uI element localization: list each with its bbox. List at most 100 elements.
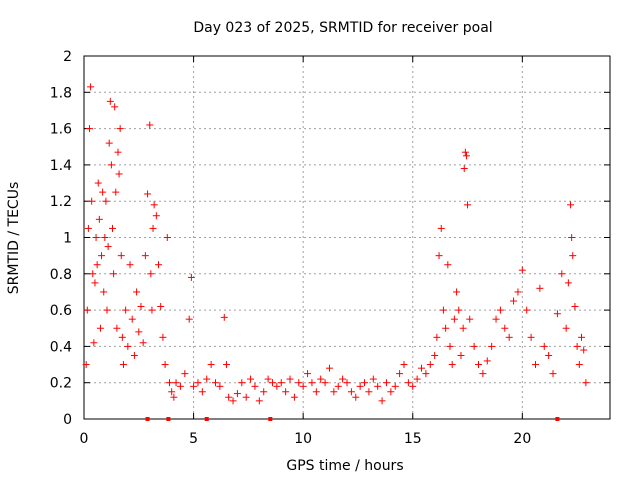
y-tick-label: 1.6 <box>50 122 72 138</box>
data-point <box>102 197 110 205</box>
data-point <box>527 333 535 341</box>
data-point <box>137 302 145 310</box>
data-point <box>157 302 165 310</box>
data-point <box>238 379 246 387</box>
chart-title: Day 023 of 2025, SRMTID for receiver poa… <box>193 20 492 36</box>
data-point <box>251 382 259 390</box>
data-point <box>461 148 469 156</box>
data-point <box>99 188 107 196</box>
data-point <box>290 393 298 401</box>
data-point <box>194 379 202 387</box>
data-point <box>117 252 125 260</box>
data-point <box>446 342 454 350</box>
data-point <box>304 370 312 378</box>
data-point <box>286 375 294 383</box>
data-point <box>347 388 355 396</box>
data-point <box>378 397 386 405</box>
y-tick-label: 1.4 <box>50 158 72 174</box>
data-point <box>418 364 426 372</box>
data-point <box>95 215 103 223</box>
data-point <box>523 306 531 314</box>
y-tick-label: 1.2 <box>50 194 72 210</box>
data-point <box>545 351 553 359</box>
data-point <box>247 375 255 383</box>
data-point <box>255 397 263 405</box>
y-tick-label: 0 <box>63 412 72 428</box>
data-point <box>100 288 108 296</box>
data-point <box>510 297 518 305</box>
data-point <box>165 379 173 387</box>
zero-marker <box>268 417 273 421</box>
data-point <box>122 306 130 314</box>
data-point <box>391 382 399 390</box>
data-point <box>101 234 109 241</box>
data-point <box>518 266 526 274</box>
data-point <box>514 288 522 296</box>
data-point <box>203 375 211 383</box>
data-point <box>549 370 557 378</box>
data-point <box>582 379 590 387</box>
data-point <box>442 324 450 332</box>
data-point <box>369 375 377 383</box>
data-point <box>273 382 281 390</box>
data-point <box>83 306 91 314</box>
data-point <box>229 397 237 405</box>
data-point <box>159 333 167 341</box>
zero-marker <box>166 417 171 421</box>
data-point <box>268 379 276 387</box>
data-point <box>106 97 114 105</box>
data-point <box>190 382 198 390</box>
data-point <box>114 148 122 156</box>
data-point <box>155 261 163 269</box>
data-point <box>133 288 141 296</box>
x-tick-label: 5 <box>189 431 198 447</box>
data-point <box>317 375 325 383</box>
data-point <box>312 388 320 396</box>
data-point <box>580 346 588 354</box>
zero-markers <box>145 417 560 421</box>
data-point <box>113 324 121 332</box>
data-point <box>571 302 579 310</box>
data-point <box>105 139 113 147</box>
data-point <box>146 121 154 129</box>
data-point <box>135 328 143 336</box>
data-point <box>168 388 176 396</box>
data-point <box>149 224 157 232</box>
data-point <box>422 370 430 378</box>
data-point <box>126 261 134 269</box>
y-tick-label: 2 <box>63 49 72 65</box>
data-point <box>459 324 467 332</box>
data-point <box>330 388 338 396</box>
data-point <box>112 188 120 196</box>
data-point <box>161 361 169 369</box>
data-point <box>568 234 576 241</box>
data-point <box>89 270 97 278</box>
data-point <box>88 197 96 205</box>
x-axis-label: GPS time / hours <box>286 458 403 474</box>
data-point <box>282 388 290 396</box>
data-point <box>93 261 101 269</box>
data-point <box>569 252 577 260</box>
zero-marker <box>555 417 560 421</box>
data-point <box>464 201 472 209</box>
data-point <box>325 364 333 372</box>
data-point <box>437 224 445 232</box>
data-point <box>404 379 412 387</box>
data-point <box>496 306 504 314</box>
data-point <box>98 252 106 260</box>
data-point <box>460 165 468 173</box>
data-point <box>124 342 132 350</box>
data-point <box>466 315 474 323</box>
data-point <box>96 324 104 332</box>
data-point <box>444 261 452 269</box>
data-points <box>82 83 590 405</box>
data-point <box>277 379 285 387</box>
data-point <box>233 390 241 398</box>
zero-marker <box>145 417 150 421</box>
data-point <box>409 382 417 390</box>
data-point <box>185 315 193 323</box>
y-axis-label: SRMTID / TECUs <box>6 182 22 295</box>
ticks-layer: 00.20.40.60.811.21.41.61.820 5 10 15 20 <box>50 49 610 447</box>
data-point <box>207 361 215 369</box>
data-point <box>108 224 116 232</box>
